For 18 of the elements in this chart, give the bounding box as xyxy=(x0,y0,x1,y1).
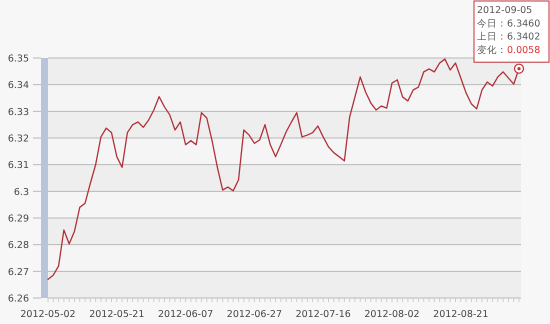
x-tick-label: 2012-05-02 xyxy=(20,309,76,320)
x-tick-label: 2012-06-07 xyxy=(158,309,214,320)
y-tick-label: 6.34 xyxy=(8,80,29,92)
x-tick-label: 2012-08-02 xyxy=(364,309,420,320)
y-tick-label: 6.26 xyxy=(8,294,29,304)
x-tick-label: 2012-05-21 xyxy=(89,309,144,320)
y-tick-label: 6.31 xyxy=(8,160,29,172)
y-tick-label: 6.29 xyxy=(8,214,29,224)
y-tick-label: 6.3 xyxy=(14,186,29,198)
y-tick-label: 6.35 xyxy=(8,54,29,64)
y-tick-label: 6.33 xyxy=(8,106,29,118)
x-tick-label: 2012-06-27 xyxy=(226,309,282,320)
y-tick-label: 6.28 xyxy=(8,240,29,252)
y-tick-label: 6.32 xyxy=(8,134,29,144)
x-tick-label: 2012-07-16 xyxy=(296,309,351,320)
y-tick-label: 6.27 xyxy=(8,266,29,278)
x-tick-label: 2012-08-21 xyxy=(433,309,488,320)
tooltip: 2012-09-05 今日：6.3460 上日：6.3402 变化：0.0058 xyxy=(474,0,550,63)
